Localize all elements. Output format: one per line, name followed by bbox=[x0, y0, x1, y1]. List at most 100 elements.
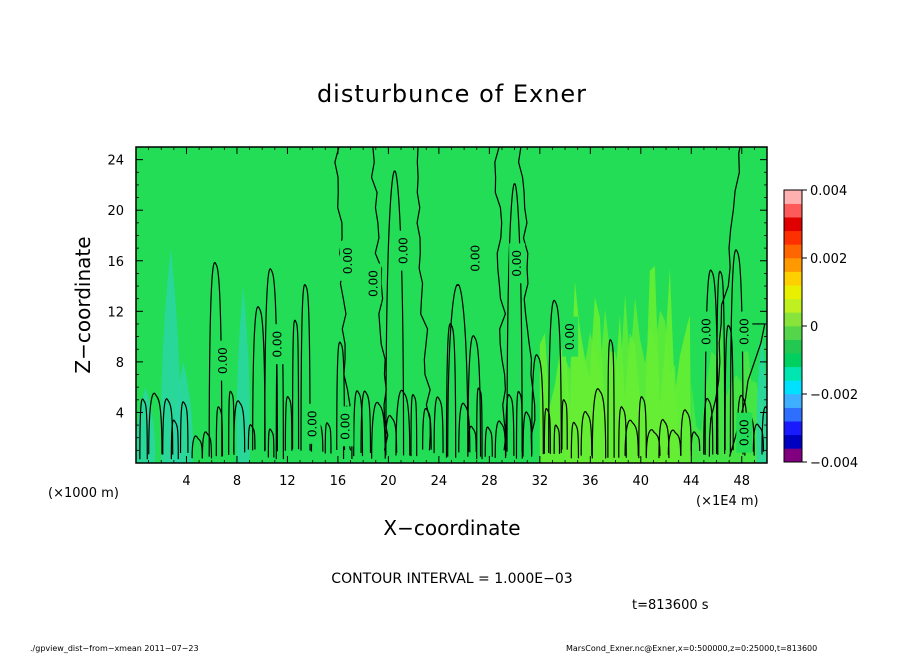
colorbar-box bbox=[784, 407, 802, 422]
contour-line bbox=[334, 147, 352, 451]
colorbar-box bbox=[784, 312, 802, 327]
colorbar-box bbox=[784, 339, 802, 354]
x-tick-label: 24 bbox=[431, 474, 448, 489]
x-tick-label: 44 bbox=[683, 474, 700, 489]
contour-label-bg bbox=[304, 403, 321, 444]
colorbar-tick-label: −0.004 bbox=[810, 456, 858, 471]
contour-line bbox=[291, 319, 300, 450]
contour-line bbox=[667, 429, 682, 456]
contour-label: 0.00 bbox=[737, 318, 751, 345]
colorbar-box bbox=[784, 380, 802, 395]
contour-label-bg bbox=[736, 311, 753, 352]
contour-line bbox=[494, 147, 507, 451]
contour-line bbox=[179, 401, 189, 453]
contour-label-bg bbox=[736, 412, 753, 453]
colorbar: 0.004 0.002 0 −0.002 −0.004 bbox=[783, 184, 858, 471]
contour-line bbox=[433, 396, 444, 454]
contour-label-bg bbox=[269, 324, 286, 365]
contour-line bbox=[447, 284, 469, 457]
contour-line bbox=[458, 402, 471, 453]
contour-line bbox=[618, 406, 627, 458]
x-tick-label: 12 bbox=[279, 474, 296, 489]
x-tick-label: 20 bbox=[380, 474, 397, 489]
contour-line bbox=[324, 422, 332, 454]
contour-label: 0.00 bbox=[510, 250, 524, 277]
contour-line bbox=[580, 411, 593, 456]
colorbar-box bbox=[784, 258, 802, 272]
contour-line bbox=[553, 424, 561, 454]
contour-label: 0.00 bbox=[338, 413, 352, 440]
contour-line bbox=[247, 424, 256, 450]
contour-label-bg bbox=[340, 240, 357, 281]
x-tick-label: 16 bbox=[330, 474, 347, 489]
colorbar-box bbox=[784, 190, 802, 204]
colorbar-tick-label: 0.004 bbox=[810, 184, 847, 199]
contour-line bbox=[336, 341, 346, 450]
contour-label: 0.00 bbox=[699, 318, 713, 345]
x-unit-right: (×1E4 m) bbox=[696, 494, 759, 509]
contour-line bbox=[724, 324, 734, 451]
contour-label-bg bbox=[215, 340, 232, 381]
contour-line bbox=[370, 147, 389, 451]
x-axis-title: X−coordinate bbox=[383, 516, 520, 540]
colorbar-box bbox=[784, 394, 802, 408]
contour-line bbox=[233, 400, 246, 453]
contour-line bbox=[201, 431, 213, 459]
x-unit-left: (×1000 m) bbox=[48, 486, 119, 501]
time-stamp: t=813600 s bbox=[632, 598, 709, 613]
x-tick-label: 36 bbox=[582, 474, 599, 489]
contour-line bbox=[543, 408, 551, 454]
contour-line bbox=[708, 147, 741, 457]
contour-label: 0.00 bbox=[366, 270, 380, 297]
y-tick-label: 24 bbox=[107, 154, 124, 169]
contour-line bbox=[570, 421, 580, 459]
y-tick-label: 12 bbox=[107, 305, 124, 320]
contour-line bbox=[467, 425, 477, 453]
chart-title: disturbunce of Exner bbox=[317, 80, 587, 108]
y-tick-label: 16 bbox=[107, 255, 124, 270]
contour-line bbox=[484, 426, 493, 457]
contour-line bbox=[607, 339, 615, 458]
contour-line bbox=[690, 431, 701, 451]
colorbar-box bbox=[784, 285, 802, 300]
colorbar-box bbox=[784, 271, 802, 286]
contour-label: 0.00 bbox=[737, 419, 751, 446]
contour-line bbox=[170, 419, 179, 460]
colorbar-box bbox=[784, 244, 802, 259]
contour-interval-note: CONTOUR INTERVAL = 1.000E−03 bbox=[331, 571, 572, 587]
colorbar-box bbox=[784, 217, 802, 232]
colorbar-box bbox=[784, 326, 802, 340]
contour-line bbox=[371, 401, 386, 459]
contour-line bbox=[410, 394, 418, 457]
contour-label: 0.00 bbox=[270, 331, 284, 358]
contour-label: 0.00 bbox=[306, 410, 320, 437]
colorbar-box bbox=[784, 366, 802, 381]
x-tick-label: 28 bbox=[481, 474, 498, 489]
contour-line bbox=[284, 396, 293, 451]
contour-label-bg bbox=[337, 406, 354, 447]
negative-patch bbox=[756, 336, 767, 463]
y-tick-label: 4 bbox=[116, 406, 124, 421]
colorbar-tick-label: 0 bbox=[810, 320, 818, 335]
contour-line bbox=[228, 390, 235, 455]
footer-left: ./gpview_dist−from−xmean 2011−07−23 bbox=[30, 644, 199, 653]
contour-line bbox=[680, 409, 692, 457]
negative-patch bbox=[236, 286, 250, 463]
colorbar-box bbox=[784, 203, 802, 218]
contour-line bbox=[467, 335, 482, 457]
plot-area: 0.00 0.00 0.00 0.00 0.00 0.00 0.00 0.00 0.00 0.00… bbox=[107, 146, 768, 489]
contour-line bbox=[561, 399, 568, 450]
contour-label: 0.00 bbox=[216, 347, 230, 374]
contour-line bbox=[191, 435, 203, 459]
contour-label: 0.00 bbox=[397, 237, 411, 264]
y-tick-label: 8 bbox=[116, 356, 124, 371]
contour-line bbox=[208, 261, 223, 457]
x-tick-label: 8 bbox=[233, 474, 241, 489]
contour-line bbox=[703, 397, 714, 455]
footer-right: MarsCond_Exner.nc@Exner,x=0:500000,z=0:2… bbox=[566, 644, 817, 653]
contour-line bbox=[139, 398, 148, 460]
contour-line bbox=[624, 419, 639, 456]
contour-line bbox=[252, 306, 266, 451]
colorbar-box bbox=[784, 434, 802, 449]
contour-label-bg bbox=[395, 230, 412, 271]
